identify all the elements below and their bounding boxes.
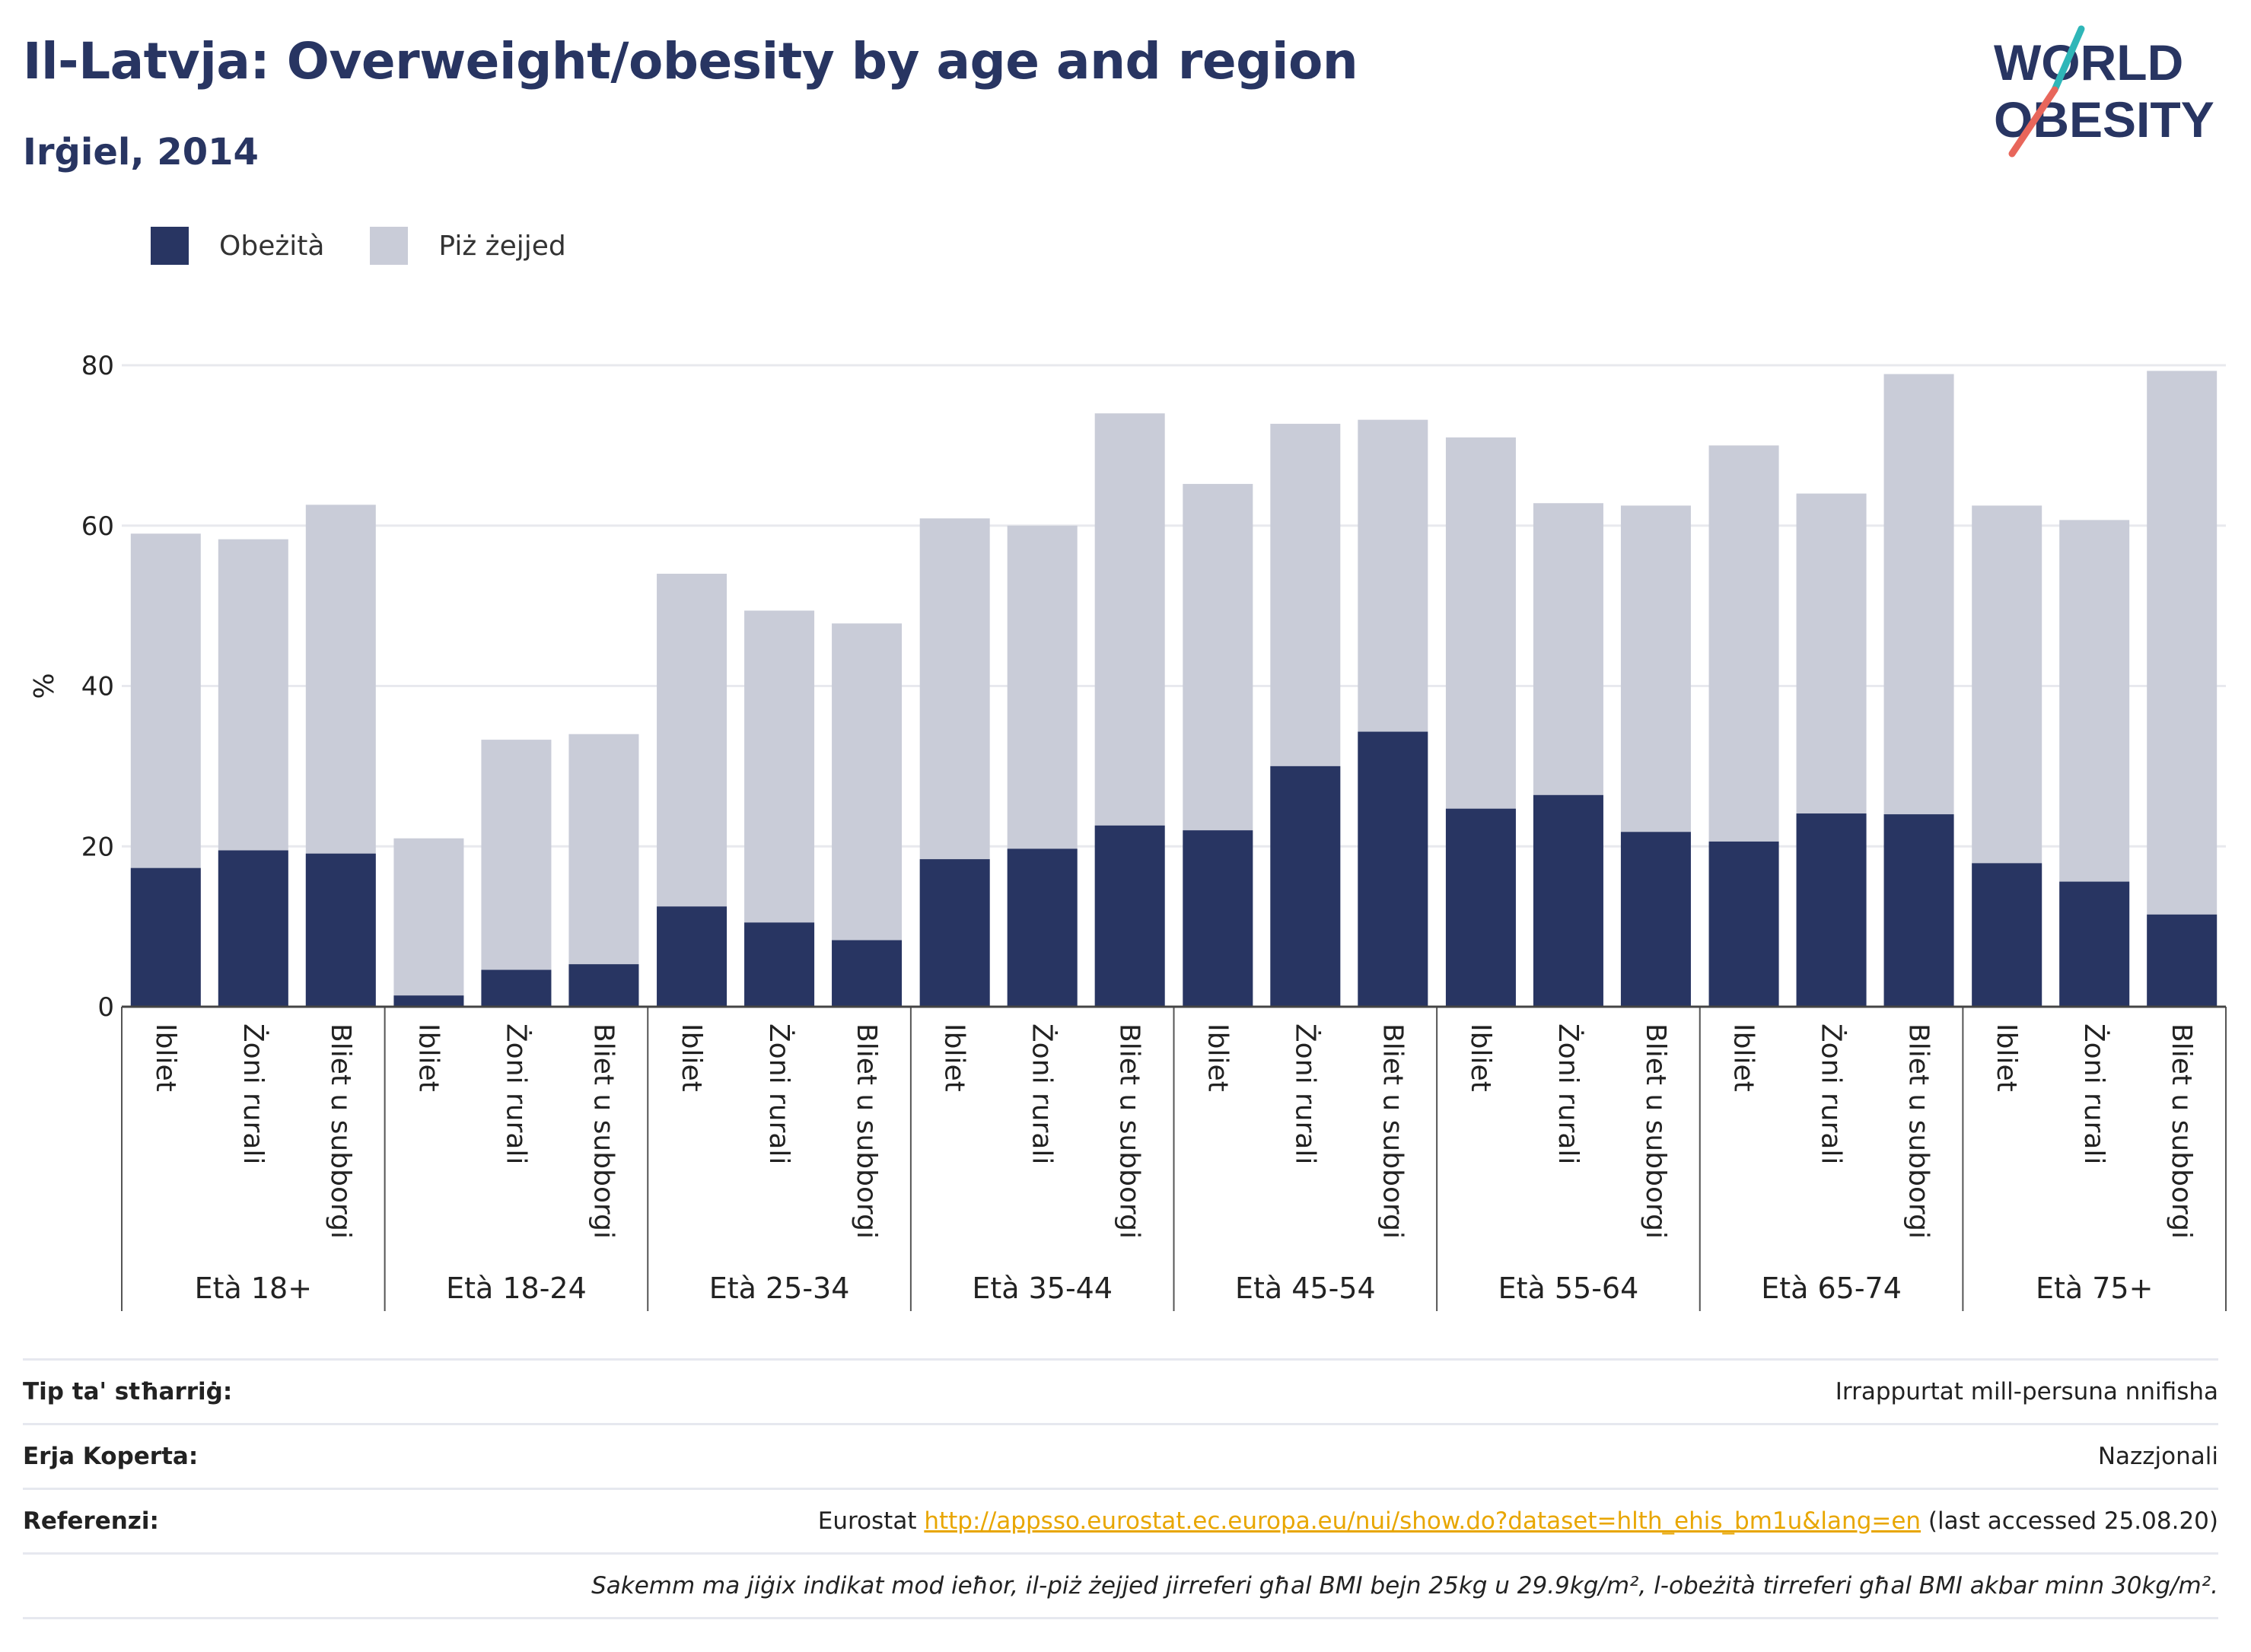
bar-obesity[interactable]: [1007, 848, 1078, 1007]
stacked-bar-chart: 0 20 40 60 80% Ibliet Żoni rurali Bliet u subbo…: [29, 351, 2227, 1311]
references-value: Eurostat http://appsso.eurostat.ec.europ…: [818, 1507, 2218, 1535]
bar-obesity[interactable]: [481, 969, 552, 1007]
logo-line1: WORLD: [1994, 34, 2183, 91]
legend-item-obesity[interactable]: Obeżità: [151, 227, 324, 265]
logo-slash-red: [2008, 86, 2058, 158]
bar-obesity[interactable]: [2059, 881, 2130, 1007]
chart-title: Il-Latvja: Overweight/obesity by age and…: [23, 32, 1358, 91]
x-tick-label-region: Ibliet: [939, 1023, 970, 1092]
x-tick-label-region: Żoni rurali: [1289, 1023, 1321, 1164]
bar-obesity[interactable]: [657, 906, 728, 1007]
x-tick-label-region: Bliet u subborgi: [1114, 1023, 1145, 1239]
bar-obesity[interactable]: [1445, 808, 1516, 1007]
chart-legend: Obeżità Piż żejjed: [151, 227, 612, 265]
bar-obesity[interactable]: [130, 867, 201, 1007]
reference-suffix: (last accessed 25.08.20): [1921, 1507, 2218, 1535]
legend-swatch-overweight: [370, 227, 409, 265]
y-axis-label: %: [29, 673, 60, 699]
bar-obesity[interactable]: [744, 922, 815, 1007]
x-group-label: Età 75+: [2036, 1272, 2153, 1305]
bar-obesity[interactable]: [218, 850, 288, 1007]
x-group-label: Età 18+: [195, 1272, 312, 1305]
x-group-label: Età 55-64: [1498, 1272, 1639, 1305]
bar-obesity[interactable]: [1972, 863, 2042, 1007]
y-tick-label: 60: [81, 511, 114, 542]
area-covered-value: Nazzjonali: [2097, 1443, 2218, 1470]
survey-type-value: Irrappurtat mill-persuna nnifisha: [1835, 1378, 2218, 1405]
y-tick-label: 0: [97, 992, 114, 1023]
footer-row-note: Sakemm ma jiġix indikat mod ieħor, il-pi…: [23, 1552, 2218, 1619]
x-group-label: Età 25-34: [709, 1272, 850, 1305]
references-label: Referenzi:: [23, 1507, 159, 1535]
legend-swatch-obesity: [151, 227, 189, 265]
logo-line2: OBESITY: [1994, 91, 2214, 148]
legend-label-obesity: Obeżità: [219, 230, 325, 262]
x-tick-label-region: Bliet u subborgi: [851, 1023, 882, 1239]
x-tick-label-region: Bliet u subborgi: [587, 1023, 619, 1239]
world-obesity-logo: WORLD OBESITY: [1994, 25, 2214, 158]
bar-obesity[interactable]: [1094, 825, 1165, 1007]
x-tick-label-region: Bliet u subborgi: [1903, 1023, 1934, 1239]
reference-prefix: Eurostat: [817, 1507, 925, 1535]
bar-obesity[interactable]: [832, 940, 903, 1007]
logo-slash-teal: [2051, 25, 2085, 94]
x-tick-label-region: Żoni rurali: [500, 1023, 532, 1164]
bar-overweight[interactable]: [481, 740, 552, 1007]
x-group-label: Età 45-54: [1235, 1272, 1376, 1305]
x-tick-label-region: Żoni rurali: [1552, 1023, 1584, 1164]
bar-overweight[interactable]: [2147, 371, 2218, 1007]
bar-overweight[interactable]: [568, 734, 639, 1007]
definition-note: Sakemm ma jiġix indikat mod ieħor, il-pi…: [591, 1572, 2218, 1599]
chart-footer: Tip ta' stħarriġ: Irrappurtat mill-persu…: [23, 1358, 2218, 1619]
x-tick-label-region: Bliet u subborgi: [2166, 1023, 2197, 1239]
x-tick-label-region: Ibliet: [150, 1023, 181, 1092]
x-tick-label-region: Ibliet: [1465, 1023, 1496, 1092]
bar-obesity[interactable]: [1183, 830, 1253, 1007]
bar-obesity[interactable]: [919, 859, 990, 1007]
y-tick-label: 40: [81, 672, 114, 702]
x-tick-label-region: Żoni rurali: [2078, 1023, 2110, 1164]
bar-obesity[interactable]: [1883, 814, 1954, 1007]
y-tick-label: 80: [81, 351, 114, 381]
legend-label-overweight: Piż żejjed: [438, 230, 566, 262]
bar-obesity[interactable]: [393, 995, 464, 1007]
x-group-label: Età 65-74: [1761, 1272, 1902, 1305]
x-tick-label-region: Żoni rurali: [1027, 1023, 1059, 1164]
area-covered-label: Erja Koperta:: [23, 1443, 199, 1470]
bar-obesity[interactable]: [1270, 766, 1341, 1007]
bar-obesity[interactable]: [2147, 914, 2218, 1007]
bar-obesity[interactable]: [568, 964, 639, 1007]
x-tick-label-region: Ibliet: [412, 1023, 444, 1092]
x-tick-label-region: Żoni rurali: [763, 1023, 795, 1164]
legend-item-overweight[interactable]: Piż żejjed: [370, 227, 566, 265]
footer-row-references: Referenzi: Eurostat http://appsso.eurost…: [23, 1488, 2218, 1552]
footer-row-area: Erja Koperta: Nazzjonali: [23, 1423, 2218, 1488]
x-tick-label-region: Ibliet: [1991, 1023, 2022, 1092]
footer-row-survey: Tip ta' stħarriġ: Irrappurtat mill-persu…: [23, 1358, 2218, 1423]
x-tick-label-region: Ibliet: [1728, 1023, 1759, 1092]
x-tick-label-region: Bliet u subborgi: [325, 1023, 356, 1239]
x-tick-label-region: Bliet u subborgi: [1377, 1023, 1408, 1239]
bar-obesity[interactable]: [1620, 832, 1691, 1007]
reference-link[interactable]: http://appsso.eurostat.ec.europa.eu/nui/…: [924, 1507, 1921, 1535]
bar-obesity[interactable]: [1708, 841, 1779, 1007]
x-tick-label-region: Ibliet: [1202, 1023, 1233, 1092]
x-tick-label-region: Żoni rurali: [1816, 1023, 1848, 1164]
y-tick-label: 20: [81, 832, 114, 862]
x-tick-label-region: Bliet u subborgi: [1640, 1023, 1671, 1239]
survey-type-label: Tip ta' stħarriġ:: [23, 1378, 233, 1405]
x-tick-label-region: Ibliet: [676, 1023, 707, 1092]
x-group-label: Età 18-24: [446, 1272, 587, 1305]
x-tick-label-region: Żoni rurali: [237, 1023, 269, 1164]
x-group-label: Età 35-44: [972, 1272, 1113, 1305]
bar-obesity[interactable]: [1533, 794, 1603, 1007]
bar-obesity[interactable]: [1358, 731, 1428, 1007]
bar-obesity[interactable]: [1796, 813, 1867, 1007]
bar-overweight[interactable]: [393, 838, 464, 1007]
chart-subtitle: Irġiel, 2014: [23, 131, 259, 173]
bar-obesity[interactable]: [305, 853, 376, 1007]
